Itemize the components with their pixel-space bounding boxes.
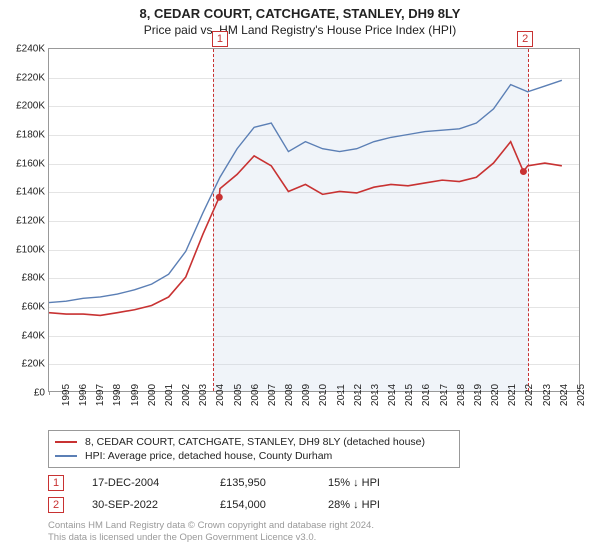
sale-price-1: £135,950 bbox=[220, 477, 300, 489]
y-tick-label: £20K bbox=[22, 359, 45, 370]
chart-series-svg bbox=[49, 49, 579, 391]
y-tick-label: £220K bbox=[16, 72, 45, 83]
sale-marker-dot-2 bbox=[520, 168, 527, 175]
sale-delta-1: 15% ↓ HPI bbox=[328, 477, 428, 489]
series-property-line bbox=[49, 142, 562, 316]
chart-marker-2: 2 bbox=[517, 31, 533, 47]
y-tick-label: £140K bbox=[16, 187, 45, 198]
legend-item-hpi: HPI: Average price, detached house, Coun… bbox=[55, 449, 453, 463]
footer-line-1: Contains HM Land Registry data © Crown c… bbox=[48, 520, 580, 532]
legend-swatch-property bbox=[55, 441, 77, 443]
y-tick-label: £120K bbox=[16, 216, 45, 227]
sale-marker-dot-1 bbox=[216, 194, 223, 201]
chart-plot-area: 12 £0£20K£40K£60K£80K£100K£120K£140K£160… bbox=[48, 48, 580, 392]
sale-marker-1: 1 bbox=[48, 475, 64, 491]
y-tick-label: £100K bbox=[16, 244, 45, 255]
legend-box: 8, CEDAR COURT, CATCHGATE, STANLEY, DH9 … bbox=[48, 430, 460, 468]
y-tick-label: £200K bbox=[16, 101, 45, 112]
sale-delta-2: 28% ↓ HPI bbox=[328, 499, 428, 511]
y-tick-label: £60K bbox=[22, 302, 45, 313]
sale-row-2: 2 30-SEP-2022 £154,000 28% ↓ HPI bbox=[48, 494, 580, 516]
y-tick-label: £40K bbox=[22, 330, 45, 341]
sale-date-1: 17-DEC-2004 bbox=[92, 477, 192, 489]
y-tick-label: £0 bbox=[34, 388, 45, 399]
title-subtitle: Price paid vs. HM Land Registry's House … bbox=[10, 23, 590, 37]
legend-item-property: 8, CEDAR COURT, CATCHGATE, STANLEY, DH9 … bbox=[55, 435, 453, 449]
chart-container: 8, CEDAR COURT, CATCHGATE, STANLEY, DH9 … bbox=[0, 0, 600, 560]
y-tick-label: £160K bbox=[16, 158, 45, 169]
x-tick-label: 2025 bbox=[564, 384, 587, 406]
footer-line-2: This data is licensed under the Open Gov… bbox=[48, 532, 580, 544]
sale-row-1: 1 17-DEC-2004 £135,950 15% ↓ HPI bbox=[48, 472, 580, 494]
y-tick-label: £80K bbox=[22, 273, 45, 284]
chart-marker-1: 1 bbox=[212, 31, 228, 47]
sale-marker-2: 2 bbox=[48, 497, 64, 513]
sale-price-2: £154,000 bbox=[220, 499, 300, 511]
y-tick-label: £180K bbox=[16, 130, 45, 141]
sales-table: 1 17-DEC-2004 £135,950 15% ↓ HPI 2 30-SE… bbox=[48, 472, 580, 516]
title-block: 8, CEDAR COURT, CATCHGATE, STANLEY, DH9 … bbox=[0, 0, 600, 39]
footer-attribution: Contains HM Land Registry data © Crown c… bbox=[48, 520, 580, 545]
legend-label-hpi: HPI: Average price, detached house, Coun… bbox=[85, 450, 332, 462]
title-address: 8, CEDAR COURT, CATCHGATE, STANLEY, DH9 … bbox=[10, 6, 590, 21]
legend-swatch-hpi bbox=[55, 455, 77, 457]
legend-label-property: 8, CEDAR COURT, CATCHGATE, STANLEY, DH9 … bbox=[85, 436, 425, 448]
series-hpi-line bbox=[49, 80, 562, 302]
sale-date-2: 30-SEP-2022 bbox=[92, 499, 192, 511]
y-tick-label: £240K bbox=[16, 44, 45, 55]
